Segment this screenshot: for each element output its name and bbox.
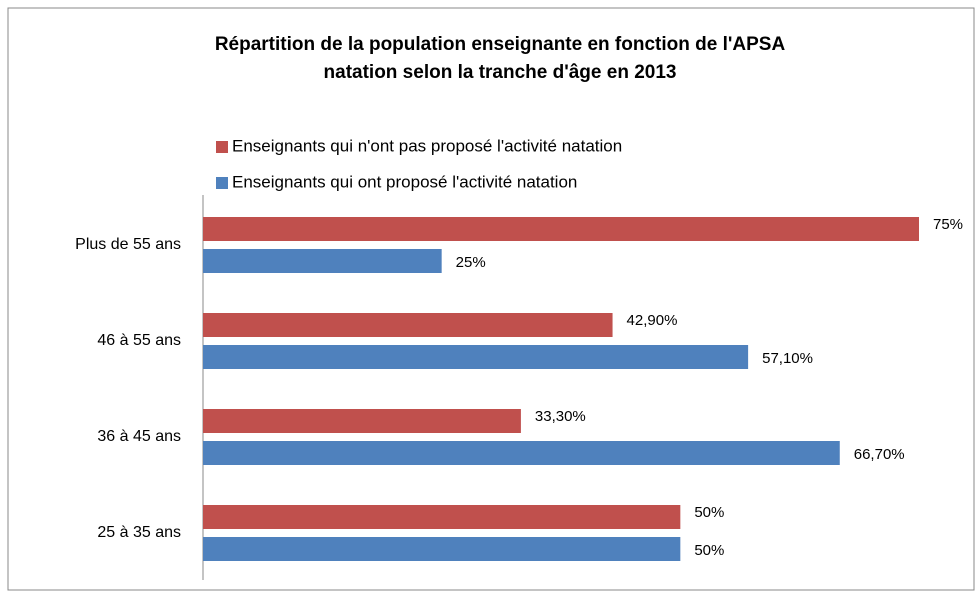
y-tick-label: 36 à 45 ans	[97, 428, 181, 445]
legend-swatch	[216, 177, 228, 189]
legend-swatch	[216, 141, 228, 153]
value-label: 57,10%	[762, 350, 813, 367]
bar	[203, 409, 521, 433]
bar	[203, 505, 681, 529]
y-tick-label: Plus de 55 ans	[75, 236, 181, 253]
chart-border	[7, 7, 975, 591]
value-label: 25%	[456, 254, 486, 271]
bar	[203, 313, 613, 337]
bar	[203, 441, 840, 465]
chart-subtitle: natation selon la tranche d'âge en 2013	[324, 62, 677, 83]
legend-label: Enseignants qui n'ont pas proposé l'acti…	[232, 136, 622, 155]
value-label: 50%	[694, 542, 724, 559]
value-label: 33,30%	[535, 408, 586, 425]
bar	[203, 217, 919, 241]
value-label: 50%	[694, 504, 724, 521]
value-label: 42,90%	[627, 312, 678, 329]
value-label: 66,70%	[854, 446, 905, 463]
value-label: 75%	[933, 216, 963, 233]
bar	[203, 345, 749, 369]
chart-title: Répartition de la population enseignante…	[215, 34, 786, 55]
y-tick-label: 25 à 35 ans	[97, 524, 181, 541]
legend-label: Enseignants qui ont proposé l'activité n…	[232, 172, 577, 191]
bar	[203, 537, 681, 561]
y-tick-label: 46 à 55 ans	[97, 332, 181, 349]
bar	[203, 249, 442, 273]
